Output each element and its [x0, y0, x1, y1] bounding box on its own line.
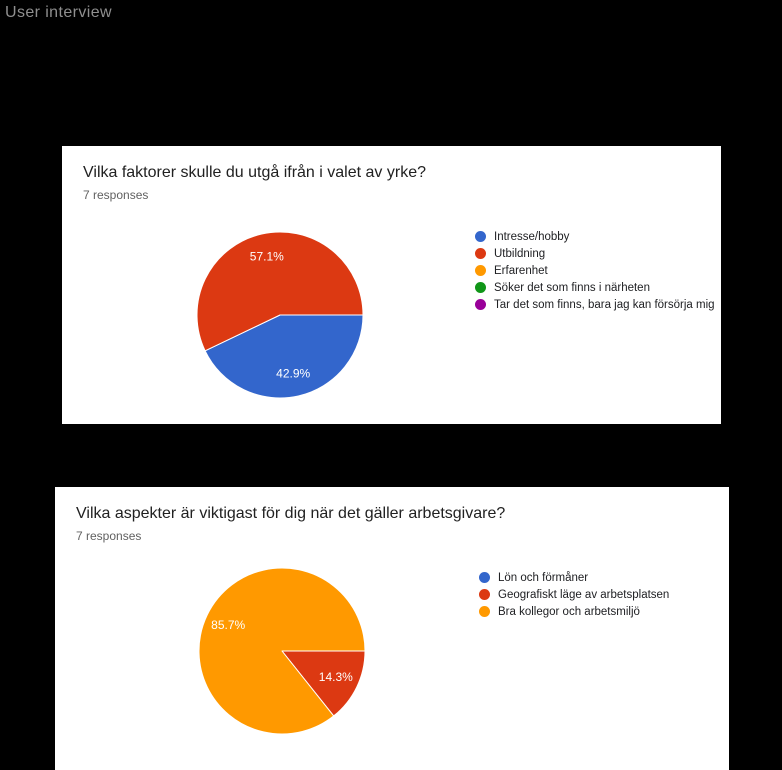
legend-item: Bra kollegor och arbetsmiljö: [479, 605, 727, 619]
chart-legend: Lön och förmåner Geografiskt läge av arbe…: [479, 571, 727, 622]
responses-count: 7 responses: [76, 529, 142, 543]
legend-label: Erfarenhet: [494, 265, 548, 277]
legend-item: Erfarenhet: [475, 264, 723, 278]
pie-slice-label: 42.9%: [276, 366, 310, 380]
legend-color-dot: [475, 299, 486, 310]
legend-color-dot: [475, 248, 486, 259]
legend-label: Utbildning: [494, 248, 546, 260]
pie-slice: [204, 314, 364, 399]
legend-color-dot: [475, 282, 486, 293]
legend-item: Tar det som finns, bara jag kan försörja…: [475, 298, 723, 312]
legend-color-dot: [475, 265, 486, 276]
pie-slice: [198, 567, 366, 735]
legend-item: Utbildning: [475, 247, 723, 261]
pie-chart: 42.9% 57.1%: [196, 231, 364, 399]
legend-item: Söker det som finns i närheten: [475, 281, 723, 295]
pie-slice-label: 57.1%: [250, 250, 284, 264]
legend-color-dot: [479, 606, 490, 617]
legend-label: Intresse/hobby: [494, 231, 570, 243]
legend-color-dot: [475, 231, 486, 242]
legend-label: Lön och förmåner: [498, 572, 589, 584]
legend-label: Geografiskt läge av arbetsplatsen: [498, 589, 670, 601]
legend-color-dot: [479, 572, 490, 583]
legend-label: Bra kollegor och arbetsmiljö: [498, 606, 640, 618]
responses-count: 7 responses: [83, 188, 149, 202]
pie-chart: 14.3% 85.7%: [198, 567, 366, 735]
legend-item: Intresse/hobby: [475, 230, 723, 244]
legend-item: Geografiskt läge av arbetsplatsen: [479, 588, 727, 602]
question-card-2: Vilka aspekter är viktigast för dig när …: [55, 487, 729, 770]
chart-legend: Intresse/hobby Utbildning Erfarenhet Söker …: [475, 230, 723, 315]
pie-slice: [196, 231, 364, 352]
page-title: User interview: [5, 4, 112, 21]
question-title: Vilka faktorer skulle du utgå ifrån i va…: [83, 164, 426, 181]
legend-color-dot: [479, 589, 490, 600]
legend-item: Lön och förmåner: [479, 571, 727, 585]
pie-slice: [281, 650, 366, 717]
pie-slice-label: 14.3%: [319, 670, 353, 684]
pie-slice-label: 85.7%: [211, 618, 245, 632]
question-card-1: Vilka faktorer skulle du utgå ifrån i va…: [62, 146, 721, 424]
legend-label: Tar det som finns, bara jag kan försörja…: [494, 299, 715, 311]
question-title: Vilka aspekter är viktigast för dig när …: [76, 505, 506, 522]
legend-label: Söker det som finns i närheten: [494, 282, 650, 294]
